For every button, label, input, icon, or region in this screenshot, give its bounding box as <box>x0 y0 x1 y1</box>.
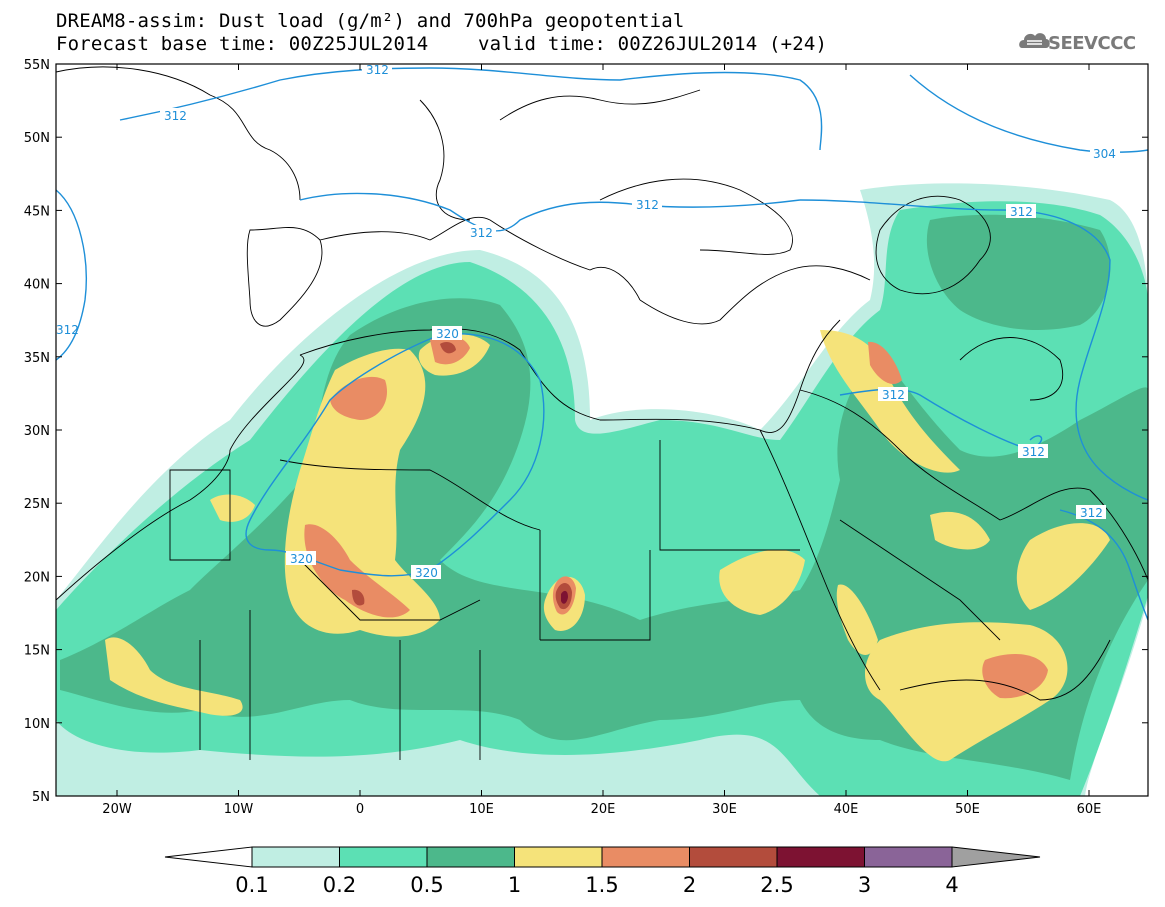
contour-label: 320 <box>290 552 313 566</box>
contour-312-north <box>119 67 823 151</box>
contour-312-east <box>799 199 1148 501</box>
colorbar-label: 1 <box>508 873 521 897</box>
contour-label: 312 <box>470 226 493 240</box>
colorbar: 0.1 0.2 0.5 1 1.5 2 2.5 3 4 <box>164 846 1041 897</box>
contour-label: 312 <box>1022 445 1045 459</box>
lat-label: 15N <box>24 644 50 659</box>
contour-label: 312 <box>1080 506 1103 520</box>
contour-312-mid <box>299 192 801 232</box>
contour-312-se <box>1059 509 1148 621</box>
colorbar-label: 2.5 <box>760 873 793 897</box>
contour-label: 320 <box>415 566 438 580</box>
dust-band-0-5-caspian <box>926 214 1111 330</box>
colorbar-low-arrow <box>164 846 253 868</box>
colorbar-segment <box>426 846 515 868</box>
latitude-axis: 55N 50N 45N 40N 35N 30N 25N 20N 15N 10N 5N <box>24 58 1148 805</box>
lat-label: 35N <box>24 351 50 366</box>
colorbar-label: 0.2 <box>323 873 356 897</box>
contour-labels: 312 312 312 304 312 312 312 312 312 320 … <box>56 62 1120 580</box>
lat-label: 45N <box>24 204 50 219</box>
lon-label: 20E <box>591 802 616 817</box>
lon-label: 20W <box>102 802 132 817</box>
lat-label: 10N <box>24 717 50 732</box>
lon-label: 50E <box>955 802 980 817</box>
dust-band-1-b <box>105 637 243 716</box>
dust-shading <box>56 183 1148 796</box>
dust-band-2-5 <box>561 590 568 604</box>
colorbar-segment <box>776 846 865 868</box>
lat-label: 40N <box>24 278 50 293</box>
contour-label: 312 <box>56 323 79 337</box>
dust-band-2-c <box>440 342 456 354</box>
colorbar-label: 0.5 <box>410 873 443 897</box>
lon-label: 30E <box>712 802 737 817</box>
dust-band-1-5-e <box>868 341 902 385</box>
colorbar-label: 1.5 <box>585 873 618 897</box>
dust-band-2-b <box>352 589 365 606</box>
colorbar-high-arrow <box>951 846 1041 868</box>
longitude-axis: 20W 10W 0 10E 20E 30E 40E 50E 60E <box>102 64 1101 817</box>
lon-label: 40E <box>834 802 859 817</box>
dust-band-1-f <box>930 511 990 550</box>
contour-label: 304 <box>1093 147 1116 161</box>
contour-304 <box>909 74 1148 153</box>
lat-label: 30N <box>24 424 50 439</box>
contour-label: 320 <box>436 327 459 341</box>
contour-label: 312 <box>366 63 389 77</box>
dust-band-1-h <box>836 584 878 655</box>
dust-band-1-g <box>719 549 805 615</box>
colorbar-label: 0.1 <box>235 873 268 897</box>
contour-label: 312 <box>1010 205 1033 219</box>
dust-band-1-k <box>210 494 255 522</box>
coastlines-borders <box>56 66 1148 760</box>
contour-label: 312 <box>882 388 905 402</box>
lon-label: 0 <box>356 802 364 817</box>
dust-band-1-c <box>820 330 960 473</box>
contour-312-west <box>56 189 87 361</box>
lon-label: 60E <box>1077 802 1102 817</box>
colorbar-segment <box>339 846 428 868</box>
colorbar-segment <box>864 846 953 868</box>
lat-label: 25N <box>24 497 50 512</box>
dust-band-1-e <box>1016 523 1110 610</box>
colorbar-segment <box>251 846 340 868</box>
lat-label: 50N <box>24 131 50 146</box>
lon-label: 10W <box>224 802 254 817</box>
dust-band-1-5-f <box>982 654 1048 699</box>
forecast-base-time: Forecast base time: 00Z25JUL2014 <box>56 33 429 55</box>
contour-label: 312 <box>636 198 659 212</box>
seevccc-logo <box>1019 33 1050 48</box>
map-title: DREAM8-assim: Dust load (g/m²) and 700hP… <box>56 10 685 32</box>
colorbar-segment <box>514 846 603 868</box>
colorbar-label: 2 <box>683 873 696 897</box>
colorbar-segment <box>689 846 778 868</box>
colorbar-segment <box>601 846 690 868</box>
logo-text: SEEVCCC <box>1048 33 1136 54</box>
colorbar-label: 4 <box>945 873 958 897</box>
lat-label: 55N <box>24 58 50 73</box>
lat-label: 5N <box>32 790 50 805</box>
lat-label: 20N <box>24 570 50 585</box>
colorbar-label: 3 <box>858 873 871 897</box>
valid-time: valid time: 00Z26JUL2014 (+24) <box>478 33 828 55</box>
lon-label: 10E <box>469 802 494 817</box>
dust-band-1-5-b <box>304 524 410 618</box>
contour-label: 312 <box>164 109 187 123</box>
